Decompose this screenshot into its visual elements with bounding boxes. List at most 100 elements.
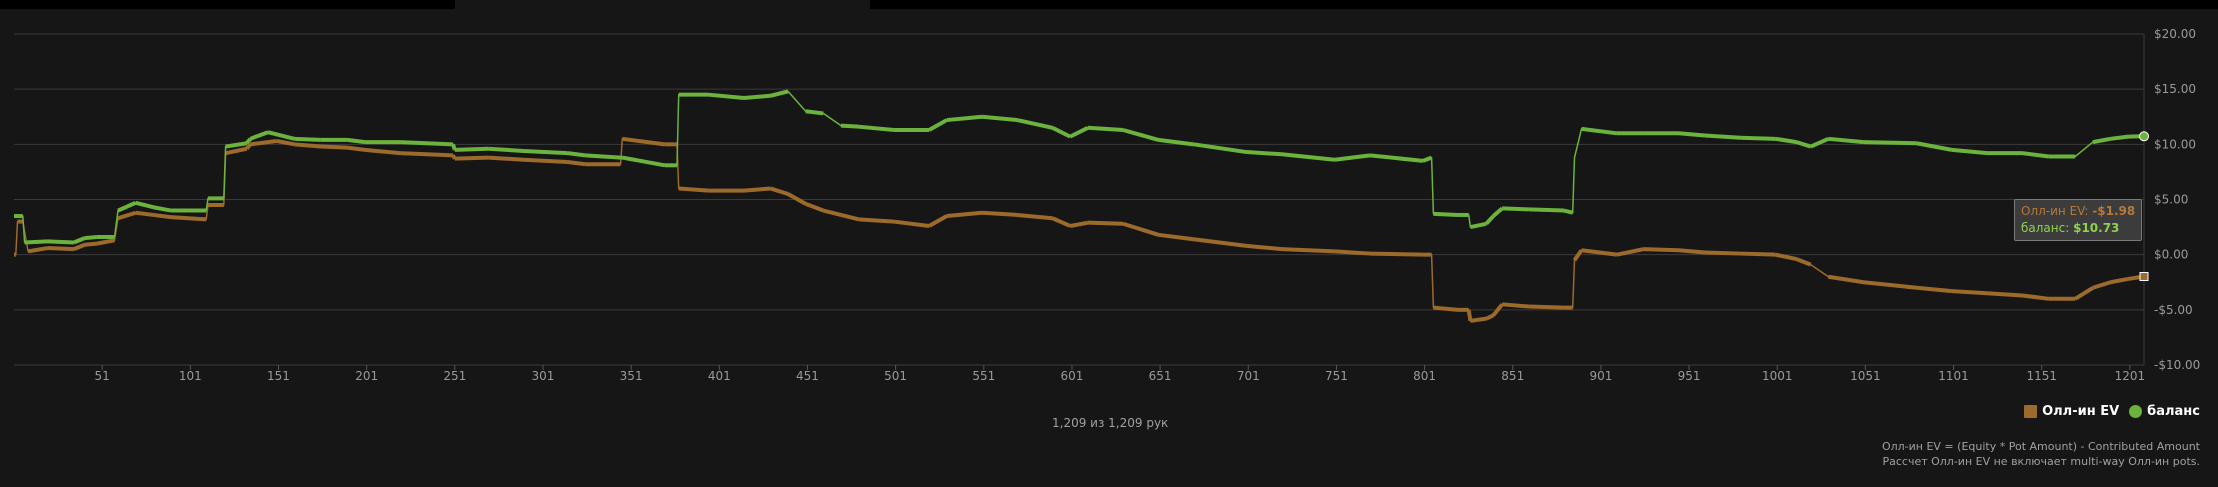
series-segment-0 xyxy=(1616,247,1644,257)
series-segment-0 xyxy=(188,216,207,222)
series-segment-0 xyxy=(1775,252,1798,262)
series-segment-1 xyxy=(805,109,824,116)
series-segment-1 xyxy=(858,124,895,132)
series-segment-0 xyxy=(1466,309,1473,322)
series-segment-0 xyxy=(1246,243,1282,252)
series-segment-1 xyxy=(1087,125,1124,132)
series-segment-0 xyxy=(1572,249,1584,262)
series-segment-1 xyxy=(567,151,586,158)
y-tick-label: $10.00 xyxy=(2154,137,2196,151)
series-segment-0 xyxy=(2092,280,2112,290)
x-tick-label: 1051 xyxy=(1850,369,1881,383)
series-segment-1 xyxy=(47,239,75,245)
series-segment-0 xyxy=(1704,250,1741,256)
series-segment-1 xyxy=(1563,208,1574,215)
tooltip-ev-label: Олл-ин EV: xyxy=(2021,204,2089,218)
x-tick-label: 801 xyxy=(1413,369,1436,383)
x-tick-label: 751 xyxy=(1325,369,1348,383)
series-segment-0 xyxy=(678,186,709,193)
series-segment-0 xyxy=(893,219,930,228)
x-tick-label: 51 xyxy=(95,369,110,383)
x-tick-label: 251 xyxy=(443,369,466,383)
series-segment-1 xyxy=(523,148,568,156)
footnote-line-2: Рассчет Олл-ин EV не включает multi-way … xyxy=(1882,455,2200,468)
series-segment-1 xyxy=(2110,134,2129,141)
series-segment-0 xyxy=(1491,303,1504,317)
series-segment-0 xyxy=(1740,251,1776,257)
series-segment-1 xyxy=(769,89,789,98)
series-segment-0 xyxy=(170,215,189,221)
legend-balance-swatch[interactable] xyxy=(2129,405,2143,418)
legend-balance-label[interactable]: баланс xyxy=(2147,404,2200,419)
tooltip-balance-value: $10.73 xyxy=(2073,221,2120,235)
series-segment-1 xyxy=(2092,136,2111,145)
series-segment-0 xyxy=(1986,291,2023,298)
series-segment-0 xyxy=(622,136,665,147)
series-segment-0 xyxy=(804,202,825,213)
y-tick-label: $5.00 xyxy=(2154,193,2188,207)
series-segment-0 xyxy=(1643,247,1679,253)
series-segment-1 xyxy=(1193,142,1247,155)
series-segment-1 xyxy=(981,114,1018,123)
top-bar-left xyxy=(0,0,455,9)
series-line-0 xyxy=(14,138,2145,322)
series-segment-0 xyxy=(245,143,252,150)
series-segment-1 xyxy=(488,146,524,153)
series-segment-1 xyxy=(2022,151,2050,159)
series-segment-1 xyxy=(73,236,86,245)
x-tick-label: 301 xyxy=(532,369,555,383)
series-segment-1 xyxy=(152,205,172,213)
series-segment-1 xyxy=(1246,150,1282,157)
series-end-marker xyxy=(2139,131,2149,142)
series-segment-1 xyxy=(840,123,859,129)
chart-legend: Олл-ин EV баланс xyxy=(2024,404,2200,419)
series-segment-0 xyxy=(1193,237,1247,248)
legend-ev-swatch[interactable] xyxy=(2024,405,2038,418)
series-segment-0 xyxy=(294,142,321,149)
series-segment-1 xyxy=(946,114,983,123)
series-segment-0 xyxy=(2110,276,2129,285)
series-segment-0 xyxy=(347,145,366,152)
x-tick-label: 1001 xyxy=(1762,369,1793,383)
series-segment-0 xyxy=(928,214,948,228)
series-segment-0 xyxy=(1017,212,1053,221)
series-segment-0 xyxy=(1502,302,1529,309)
series-segment-0 xyxy=(1828,274,1864,285)
series-segment-0 xyxy=(1334,249,1371,256)
series-segment-1 xyxy=(928,118,948,132)
series-segment-0 xyxy=(250,139,277,147)
series-segment-0 xyxy=(1528,304,1564,310)
x-tick-label: 901 xyxy=(1589,369,1612,383)
series-segment-1 xyxy=(400,140,454,147)
legend-ev-label[interactable]: Олл-ин EV xyxy=(2042,404,2120,419)
series-segment-1 xyxy=(1828,136,1864,145)
series-segment-0 xyxy=(769,186,789,196)
series-segment-0 xyxy=(225,146,248,156)
x-tick-label: 1151 xyxy=(2026,369,2057,383)
hover-tooltip: Олл-ин EV: -$1.98 баланс: $10.73 xyxy=(2014,199,2143,241)
series-segment-1 xyxy=(294,136,321,142)
series-segment-1 xyxy=(1740,135,1776,141)
tooltip-ev-value: -$1.98 xyxy=(2092,204,2136,218)
x-tick-label: 651 xyxy=(1149,369,1172,383)
series-segment-1 xyxy=(454,146,489,152)
series-segment-1 xyxy=(1809,136,1830,149)
series-segment-0 xyxy=(451,154,457,160)
series-segment-1 xyxy=(1581,126,1618,136)
footnote-line-1: Олл-ин EV = (Equity * Pot Amount) - Cont… xyxy=(1881,440,2200,453)
tooltip-balance-row: баланс: $10.73 xyxy=(2021,220,2135,237)
x-tick-label: 201 xyxy=(355,369,378,383)
series-segment-0 xyxy=(1678,248,1706,255)
series-segment-1 xyxy=(347,137,366,145)
chart-series xyxy=(14,89,2149,323)
top-bar-right xyxy=(870,0,2218,9)
x-tick-label: 501 xyxy=(884,369,907,383)
series-segment-1 xyxy=(84,235,98,241)
series-segment-0 xyxy=(1069,220,1089,228)
series-segment-1 xyxy=(1863,140,1917,146)
x-tick-label: 1101 xyxy=(1938,369,1969,383)
series-segment-1 xyxy=(135,200,154,210)
series-segment-1 xyxy=(1951,147,1988,156)
series-segment-0 xyxy=(1051,216,1071,228)
y-tick-label: $15.00 xyxy=(2154,82,2196,96)
